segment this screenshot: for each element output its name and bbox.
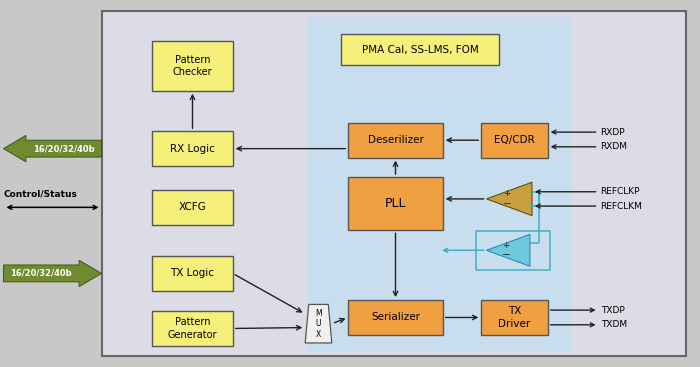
Text: Serializer: Serializer [371,312,420,323]
Text: PLL: PLL [385,197,406,210]
Polygon shape [486,182,532,215]
FancyBboxPatch shape [153,41,232,91]
FancyBboxPatch shape [348,123,442,158]
Text: XCFG: XCFG [178,202,206,212]
FancyBboxPatch shape [153,190,232,225]
Text: TX
Driver: TX Driver [498,306,531,329]
Text: EQ/CDR: EQ/CDR [494,135,535,145]
Polygon shape [4,260,101,287]
Text: Pattern
Generator: Pattern Generator [168,317,217,340]
Text: Pattern
Checker: Pattern Checker [173,55,212,77]
FancyBboxPatch shape [102,11,686,356]
FancyBboxPatch shape [482,123,547,158]
FancyBboxPatch shape [153,131,232,166]
Text: −: − [502,250,510,260]
Text: TX Logic: TX Logic [171,268,214,279]
Text: PMA Cal, SS-LMS, FOM: PMA Cal, SS-LMS, FOM [362,44,478,55]
Text: Control/Status: Control/Status [4,189,78,198]
Text: 16/20/32/40b: 16/20/32/40b [10,269,72,278]
Polygon shape [305,305,332,343]
Text: REFCLKM: REFCLKM [601,201,643,211]
Text: 16/20/32/40b: 16/20/32/40b [33,144,94,153]
FancyBboxPatch shape [153,256,232,291]
Text: TXDM: TXDM [601,320,626,329]
FancyBboxPatch shape [342,34,498,65]
Text: Deserilizer: Deserilizer [368,135,424,145]
FancyBboxPatch shape [348,300,442,335]
Polygon shape [4,135,101,162]
Text: REFCLKP: REFCLKP [601,187,640,196]
FancyBboxPatch shape [482,300,547,335]
Text: TXDP: TXDP [601,306,624,315]
Text: −: − [503,199,511,209]
Text: +: + [503,241,510,250]
FancyBboxPatch shape [308,17,570,352]
FancyBboxPatch shape [348,177,442,230]
Polygon shape [486,235,530,266]
Text: M
U
X: M U X [315,309,322,339]
Text: RXDP: RXDP [601,128,625,137]
Text: RXDM: RXDM [601,142,628,151]
Text: RX Logic: RX Logic [170,143,215,154]
FancyBboxPatch shape [153,311,232,346]
Text: +: + [503,189,511,198]
